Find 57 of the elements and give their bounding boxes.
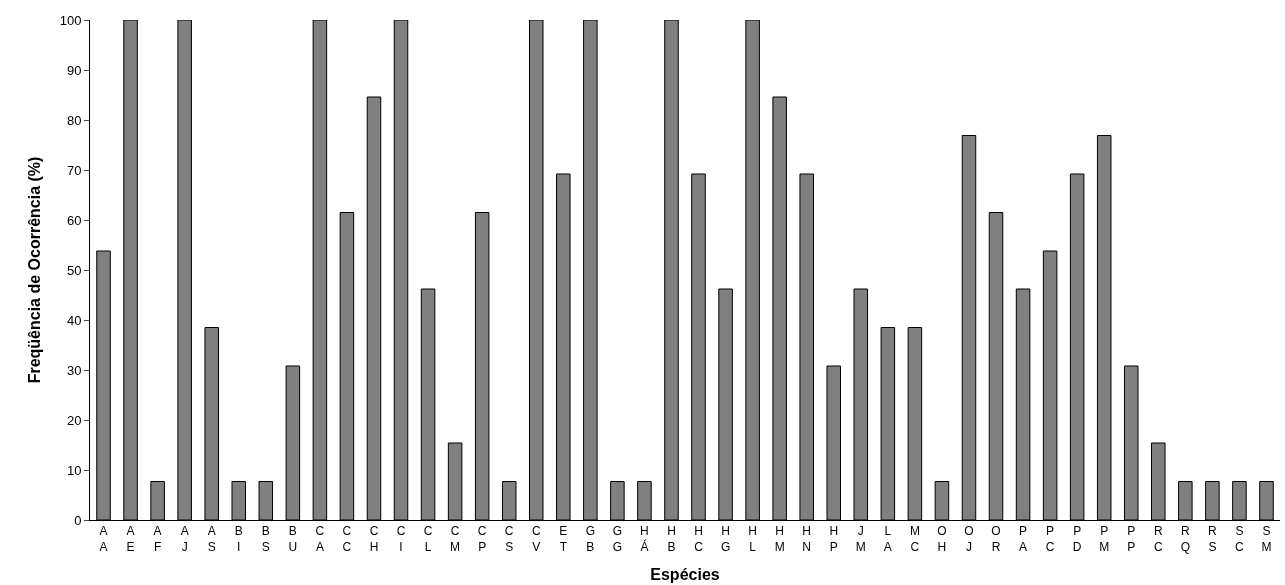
y-tick-label: 70 — [66, 162, 82, 178]
x-tick-label: A F — [153, 524, 162, 554]
x-tick-label: E T — [559, 524, 568, 554]
x-tick-label: C I — [396, 524, 406, 554]
x-tick-label: A A — [99, 524, 108, 554]
y-tick-label: 80 — [66, 112, 82, 128]
x-tick-label: C M — [450, 524, 461, 554]
x-tick-label: P D — [1072, 524, 1082, 554]
x-tick-label: P C — [1045, 524, 1055, 554]
x-tick-label: S C — [1235, 524, 1245, 554]
x-axis-title: Espécies — [650, 565, 720, 583]
x-tick-label: C V — [531, 524, 541, 554]
x-tick-label: H G — [720, 524, 731, 554]
x-tick-label: B I — [234, 524, 243, 554]
x-tick-label: H Á — [640, 524, 649, 554]
x-tick-label: H C — [694, 524, 704, 554]
x-tick-label: R S — [1208, 524, 1218, 554]
x-tick-label: H P — [829, 524, 839, 554]
x-tick-label: B S — [261, 524, 270, 554]
y-tick-label: 0 — [74, 512, 82, 528]
y-tick-label: 40 — [66, 312, 82, 328]
x-tick-label: C L — [423, 524, 433, 554]
y-tick-label: 20 — [66, 412, 82, 428]
x-tick-label: J M — [855, 524, 866, 554]
y-tick-label: 30 — [66, 362, 82, 378]
x-tick-label: S M — [1261, 524, 1272, 554]
x-tick-label: M C — [909, 524, 920, 554]
y-axis-title: Freqüência de Ocorrência (%) — [25, 156, 43, 384]
x-tick-label: L A — [883, 524, 892, 554]
x-tick-label: C A — [315, 524, 325, 554]
x-tick-label: A E — [126, 524, 135, 554]
x-tick-label: R Q — [1180, 524, 1191, 554]
y-tick-label: 90 — [66, 62, 82, 78]
x-tick-label: O R — [991, 524, 1001, 554]
x-tick-label: G G — [612, 524, 623, 554]
x-tick-label: G B — [585, 524, 596, 554]
x-tick-label: O H — [937, 524, 947, 554]
y-tick-label: 100 — [59, 12, 82, 28]
x-tick-label: H M — [774, 524, 785, 554]
x-tick-label: O J — [964, 524, 974, 554]
x-tick-label: C P — [477, 524, 487, 554]
x-tick-label: P A — [1019, 524, 1028, 554]
x-tick-label: B U — [288, 524, 298, 554]
x-tick-label: P P — [1127, 524, 1136, 554]
x-tick-label: H L — [748, 524, 757, 554]
x-tick-label: C C — [342, 524, 352, 554]
x-tick-label: R C — [1153, 524, 1163, 554]
x-tick-label: H B — [667, 524, 676, 554]
x-tick-label: H N — [802, 524, 812, 554]
y-tick-label: 60 — [66, 212, 82, 228]
x-tick-label: A J — [180, 524, 189, 554]
x-tick-label: C S — [504, 524, 514, 554]
y-tick-label: 50 — [66, 262, 82, 278]
x-tick-label: P M — [1099, 524, 1110, 554]
x-tick-label: C H — [369, 524, 379, 554]
y-tick-label: 10 — [66, 462, 82, 478]
x-tick-label: A S — [207, 524, 216, 554]
